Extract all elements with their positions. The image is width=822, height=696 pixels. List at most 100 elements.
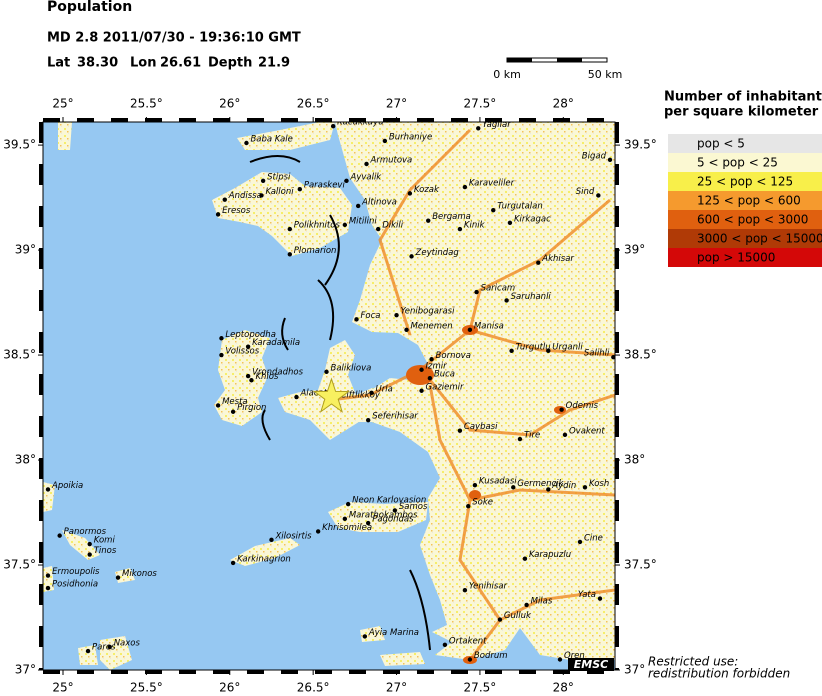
town-dot	[342, 516, 348, 522]
town-dot	[365, 417, 371, 423]
legend-label: 3000 < pop < 15000	[697, 232, 822, 246]
footer: Restricted use:	[648, 655, 738, 669]
town-label: Turgutlu	[516, 342, 551, 352]
town-label: Tire	[524, 431, 540, 441]
town-label: Apoikia	[51, 481, 83, 491]
town-dot	[392, 508, 398, 513]
title: Population	[47, 0, 132, 15]
town-label: Buca	[434, 370, 455, 380]
town-label: Mikonos	[122, 569, 157, 579]
town-dot	[297, 186, 303, 192]
x-tick-label: 27°	[386, 681, 407, 695]
town-dot	[497, 617, 503, 622]
town-dot	[364, 161, 369, 167]
town-dot	[429, 357, 434, 362]
town-label: Salihli	[584, 349, 610, 359]
town-dot	[427, 375, 433, 381]
x-tick-label: 25°	[52, 97, 73, 111]
town-label: Xilosirtis	[274, 531, 312, 541]
town-label: Karkinagrion	[237, 554, 291, 564]
town-label: Ciftlikkoy	[341, 391, 381, 401]
town-label: Urla	[376, 384, 393, 394]
town-dot	[287, 252, 293, 257]
town-dot	[562, 432, 568, 438]
town-label: Manisa	[474, 321, 504, 331]
town-dot	[245, 373, 251, 379]
town-label: Ortakent	[449, 636, 487, 646]
town-label: Kosh	[589, 479, 609, 489]
town-dot	[330, 123, 336, 129]
town-dot	[426, 218, 431, 223]
town-label: Yenibogarasi	[401, 307, 456, 317]
x-tick-label: 27°	[386, 97, 407, 111]
y-tick-label: 39°	[15, 243, 36, 257]
town-label: Posidhonia	[52, 580, 98, 590]
legend-swatch	[668, 153, 822, 172]
town-label: Eresos	[222, 206, 251, 216]
x-tick-label: 26.5°	[297, 681, 330, 695]
town-label: Yagliar	[482, 120, 511, 130]
town-dot	[546, 487, 551, 492]
land-mikonos	[115, 568, 135, 583]
legend-swatch	[668, 191, 822, 210]
town-label: Kucukkuyu	[337, 118, 383, 128]
town-dot	[491, 207, 496, 213]
town-dot	[472, 483, 478, 488]
town-label: Akhisar	[541, 254, 574, 264]
town-label: Ayia Marina	[368, 628, 419, 638]
town-dot	[230, 560, 236, 566]
town-label: Yata	[578, 590, 596, 600]
town-label: Caybasi	[464, 422, 498, 432]
town-label: Tinos	[94, 546, 117, 556]
land-samos	[328, 502, 428, 532]
town-label: Mesta	[222, 397, 248, 407]
town-dot	[557, 657, 563, 662]
town-dot	[57, 533, 62, 538]
town-dot	[382, 138, 388, 144]
town-label: Neon Karlovasion	[352, 496, 426, 506]
legend-swatch	[668, 248, 822, 267]
town-label: Kinik	[464, 221, 486, 231]
town-dot	[596, 193, 601, 198]
town-dot	[365, 520, 371, 526]
towns: Baba Kale Kucukkuyu Burhaniye Yagliar Bigad A…	[45, 118, 615, 662]
town-label: Kozak	[414, 185, 440, 195]
town-dot	[324, 369, 329, 375]
town-label: Saricam	[481, 284, 516, 294]
x-tick-label: 28°	[553, 681, 574, 695]
town-dot	[407, 191, 413, 196]
x-tick-label: 26°	[219, 681, 240, 695]
town-label: Stipsi	[267, 172, 291, 182]
y-tick-label: 37°	[624, 663, 645, 677]
town-dot	[462, 184, 468, 190]
town-dot	[509, 348, 514, 354]
town-label: Andissa	[228, 191, 262, 201]
town-dot	[315, 529, 321, 534]
town-dot	[546, 348, 551, 354]
town-label: Polikhnitos	[294, 221, 341, 231]
town-label: Panormos	[64, 527, 107, 537]
land-naxos	[100, 636, 132, 670]
town-label: Komi	[94, 536, 116, 546]
town-label: Marathokambos	[349, 510, 418, 520]
town-dot	[215, 403, 221, 408]
town-dot	[287, 226, 293, 232]
y-tick-label: 38°	[624, 453, 645, 467]
town-dot	[524, 602, 529, 608]
town-dot	[115, 575, 121, 580]
town-label: Armutova	[370, 155, 413, 165]
town-label: Naxos	[114, 638, 141, 648]
town-label: Altinova	[361, 197, 397, 207]
town-dot	[355, 203, 361, 209]
town-dot	[369, 390, 374, 396]
town-label: Alacati	[299, 389, 330, 399]
town-label: Kirkagac	[514, 214, 551, 224]
town-label: Pirgion	[237, 403, 266, 413]
y-tick-label: 37.5°	[3, 558, 36, 572]
depth-value: 21.9	[258, 56, 290, 71]
x-tick-label: 28°	[553, 97, 574, 111]
legend-title: per square kilometer	[664, 105, 819, 120]
town-label: Bornova	[436, 351, 471, 361]
town-dot	[260, 178, 266, 183]
town-dot	[215, 212, 221, 217]
